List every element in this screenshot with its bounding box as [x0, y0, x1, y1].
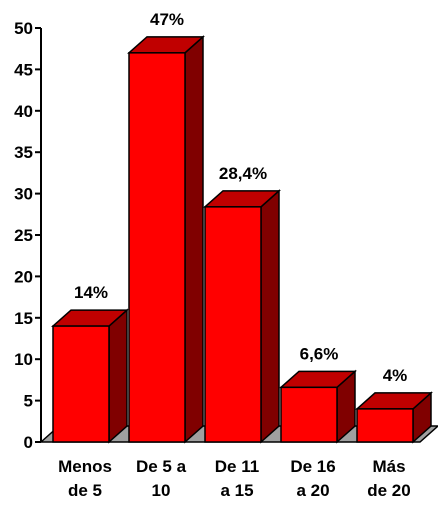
category-label: a 20	[296, 481, 329, 500]
category-label: 10	[152, 481, 171, 500]
category-label: de 20	[367, 481, 410, 500]
bar-side	[108, 308, 128, 444]
category-label: de 5	[68, 481, 102, 500]
data-label: 47%	[150, 10, 184, 29]
bars	[51, 35, 433, 444]
data-labels: 14% 47% 28,4% 6,6% 4%	[74, 10, 407, 385]
category-label: De 11	[215, 457, 259, 476]
y-tick-label: 50	[14, 19, 33, 38]
y-tick-label: 45	[14, 60, 33, 79]
bar	[204, 206, 262, 443]
y-axis: 0 5 10 15 20 25 30 35 40 45 50	[14, 19, 42, 452]
bar-side	[260, 189, 280, 444]
bar	[280, 386, 338, 443]
data-label: 6,6%	[300, 344, 339, 363]
y-tick-label: 25	[14, 226, 33, 245]
y-tick-label: 40	[14, 102, 33, 121]
category-label: De 16	[290, 457, 335, 476]
y-tick-label: 0	[24, 433, 33, 452]
y-tick-label: 30	[14, 185, 33, 204]
data-label: 4%	[383, 366, 408, 385]
y-tick-label: 10	[14, 350, 33, 369]
category-label: a 15	[220, 481, 253, 500]
y-tick-label: 35	[14, 143, 33, 162]
category-label: Más	[372, 457, 405, 476]
y-tick-label: 20	[14, 267, 33, 286]
category-labels: Menos de 5 De 5 a 10 De 11 a 15 De 16 a 20 Más de…	[58, 457, 411, 500]
bar-side	[184, 35, 204, 444]
y-tick-label: 15	[14, 309, 33, 328]
y-tick-label: 5	[24, 392, 33, 411]
bar	[356, 408, 414, 443]
data-label: 28,4%	[219, 164, 267, 183]
bar	[128, 52, 186, 443]
data-label: 14%	[74, 283, 108, 302]
category-label: Menos	[58, 457, 112, 476]
category-label: De 5 a	[136, 457, 187, 476]
bar	[52, 325, 110, 443]
